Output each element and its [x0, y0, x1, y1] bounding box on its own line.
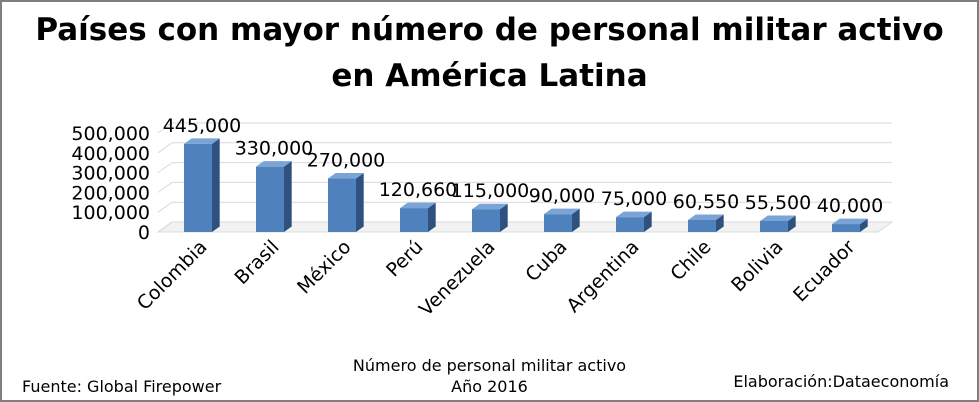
bar-front: [328, 178, 356, 232]
chart-title-line-1: Países con mayor número de personal mili…: [35, 12, 944, 48]
bar-top: [832, 218, 868, 225]
data-label: 120,660: [379, 179, 458, 201]
bar-argentina: [616, 211, 652, 232]
bar-chile: [688, 214, 724, 232]
bar-front: [472, 209, 500, 232]
source-note: Fuente: Global Firepower: [22, 377, 222, 396]
bar-front: [256, 166, 284, 232]
y-tick-label: 200,000: [71, 182, 150, 204]
bar-top: [616, 211, 652, 218]
bar-side: [572, 208, 580, 232]
bar-top: [328, 173, 364, 179]
bar-cuba: [544, 208, 580, 232]
bar-top: [472, 203, 508, 210]
x-tick-label: Brasil: [231, 236, 284, 289]
x-tick-label: Perú: [382, 236, 427, 281]
data-label: 40,000: [817, 195, 883, 217]
bar-colombia: [184, 138, 220, 232]
bar-side: [716, 214, 724, 232]
bar-side: [500, 203, 508, 232]
x-tick-label: Colombia: [133, 236, 212, 315]
bar-perú: [400, 202, 436, 232]
data-label: 115,000: [451, 180, 530, 202]
bar-top: [256, 161, 292, 167]
bar-side: [860, 218, 868, 232]
y-tick-label: 0: [138, 222, 150, 244]
data-label: 90,000: [529, 185, 595, 207]
chart-title-line-2: en América Latina: [331, 58, 648, 94]
x-tick-label: México: [293, 236, 355, 298]
x-tick-label: Ecuador: [789, 236, 860, 307]
bar-side: [356, 173, 364, 232]
bar-side: [788, 215, 796, 232]
gridline: [157, 122, 892, 134]
bar-ecuador: [832, 218, 868, 232]
y-tick-label: 500,000: [71, 123, 150, 145]
bar-side: [212, 138, 220, 232]
bar-front: [688, 220, 716, 232]
y-tick-label: 400,000: [71, 143, 150, 165]
bar-front: [616, 217, 644, 232]
x-axis-label-line-2: Año 2016: [451, 377, 528, 396]
bar-side: [284, 161, 292, 232]
y-tick-label: 300,000: [71, 163, 150, 185]
x-tick-label: Argentina: [562, 236, 643, 317]
bar-side: [428, 202, 436, 232]
x-tick-label: Venezuela: [415, 236, 500, 321]
bar-venezuela: [472, 203, 508, 232]
bar-front: [184, 143, 212, 232]
x-tick-label: Chile: [666, 236, 715, 285]
bar-top: [688, 214, 724, 221]
bar-top: [760, 215, 796, 222]
y-tick-label: 100,000: [71, 202, 150, 224]
bar-bolivia: [760, 215, 796, 232]
x-axis-label-line-1: Número de personal militar activo: [352, 356, 627, 375]
x-tick-label: Bolivia: [727, 236, 787, 296]
bar-top: [544, 208, 580, 215]
data-label: 75,000: [601, 188, 667, 210]
data-label: 270,000: [307, 150, 386, 172]
bar-front: [544, 214, 572, 232]
bar-méxico: [328, 173, 364, 232]
bar-top: [400, 202, 436, 209]
gridline: [157, 181, 892, 193]
credit-note: Elaboración:Dataeconomía: [733, 372, 949, 391]
data-label: 445,000: [163, 115, 242, 137]
bar-top: [184, 138, 220, 144]
data-label: 60,550: [673, 191, 739, 213]
x-tick-label: Cuba: [521, 236, 571, 286]
bar-front: [832, 224, 860, 232]
bar-brasil: [256, 161, 292, 232]
gridline: [157, 142, 892, 154]
data-label: 330,000: [235, 138, 314, 160]
gridline: [157, 201, 892, 213]
bar-side: [644, 211, 652, 232]
gridline: [157, 221, 892, 233]
data-label: 55,500: [745, 192, 811, 214]
gridline: [157, 162, 892, 174]
bar-front: [400, 208, 428, 232]
bar-front: [760, 221, 788, 232]
